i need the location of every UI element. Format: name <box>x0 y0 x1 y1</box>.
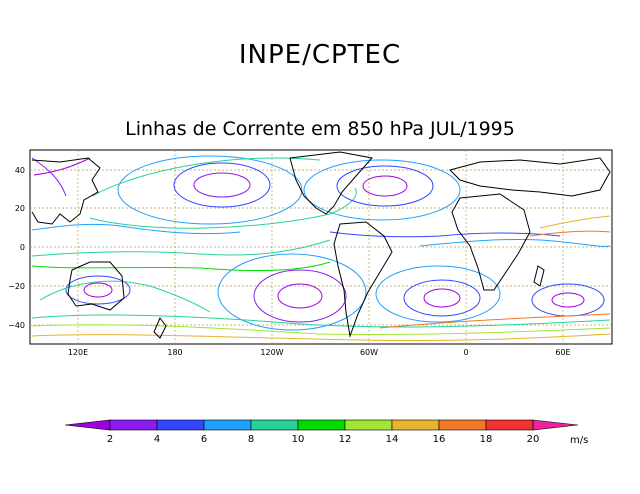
colorbar-segment <box>297 419 346 431</box>
colorbar-segment <box>391 419 440 431</box>
streamline <box>303 159 461 221</box>
streamline <box>193 172 251 198</box>
streamline <box>39 280 211 313</box>
streamline <box>83 282 113 298</box>
streamline <box>329 231 561 238</box>
island-nz <box>153 317 167 339</box>
colorbar-segments <box>64 419 579 431</box>
lon-tick: 60W <box>360 348 378 357</box>
colorbar-label: 8 <box>248 434 254 445</box>
streamline <box>65 275 131 305</box>
continent-north-america <box>289 151 373 215</box>
colorbar-label: 4 <box>154 434 160 445</box>
lat-tick: 0 <box>20 243 25 252</box>
continent-europe <box>449 157 611 197</box>
lat-tick: 20 <box>15 204 25 213</box>
streamlines <box>31 155 611 342</box>
colorbar-segment <box>203 419 252 431</box>
streamline <box>89 187 357 229</box>
streamline <box>551 292 585 308</box>
streamline <box>31 333 611 342</box>
colorbar-segment <box>344 419 393 431</box>
streamline <box>375 265 501 323</box>
continent-australia <box>67 261 125 311</box>
colorbar-label: 12 <box>339 434 352 445</box>
streamline <box>217 253 367 331</box>
streamline <box>529 230 611 237</box>
colorbar-segment <box>485 419 534 431</box>
lat-tick: −20 <box>8 282 25 291</box>
colorbar-label: 6 <box>201 434 207 445</box>
lat-tick: −40 <box>8 321 25 330</box>
streamline <box>379 313 611 329</box>
streamline <box>31 223 241 235</box>
colorbar-label: 18 <box>480 434 493 445</box>
continent-asia <box>31 157 101 225</box>
streamline <box>336 165 434 207</box>
lon-tick: 180 <box>167 348 182 357</box>
island-madagascar <box>533 265 545 287</box>
streamline <box>277 283 323 309</box>
continent-africa <box>451 193 531 291</box>
colorbar-unit: m/s <box>570 435 588 446</box>
streamline <box>117 155 303 225</box>
continent-south-america <box>333 221 393 338</box>
streamline <box>539 215 611 229</box>
lon-tick: 120E <box>68 348 88 357</box>
streamline <box>173 162 271 208</box>
lon-tick: 0 <box>463 348 468 357</box>
colorbar-segment <box>156 419 205 431</box>
colorbar-segment <box>532 419 579 431</box>
lon-tick: 60E <box>555 348 570 357</box>
coastlines <box>31 151 611 339</box>
colorbar-label: 20 <box>527 434 540 445</box>
streamline <box>423 288 461 308</box>
colorbar-label: 16 <box>433 434 446 445</box>
streamline <box>31 314 611 328</box>
streamline <box>419 238 611 247</box>
lon-tick: 120W <box>260 348 283 357</box>
colorbar-label: 2 <box>107 434 113 445</box>
streamline <box>31 324 611 336</box>
streamline <box>253 269 347 323</box>
map-subtitle: Linhas de Corrente em 850 hPa JUL/1995 <box>125 118 515 140</box>
colorbar-segment <box>438 419 487 431</box>
colorbar-segment <box>109 419 158 431</box>
colorbar-segment <box>64 419 111 431</box>
lat-tick: 40 <box>15 166 25 175</box>
streamline <box>91 157 321 197</box>
streamline <box>33 157 91 176</box>
streamline <box>31 157 67 197</box>
streamline <box>403 279 481 317</box>
colorbar-segment <box>250 419 299 431</box>
colorbar-label: 14 <box>386 434 399 445</box>
streamline <box>31 239 331 257</box>
page-title: INPE/CPTEC <box>238 40 402 70</box>
streamline <box>362 175 408 197</box>
colorbar-label: 10 <box>292 434 305 445</box>
